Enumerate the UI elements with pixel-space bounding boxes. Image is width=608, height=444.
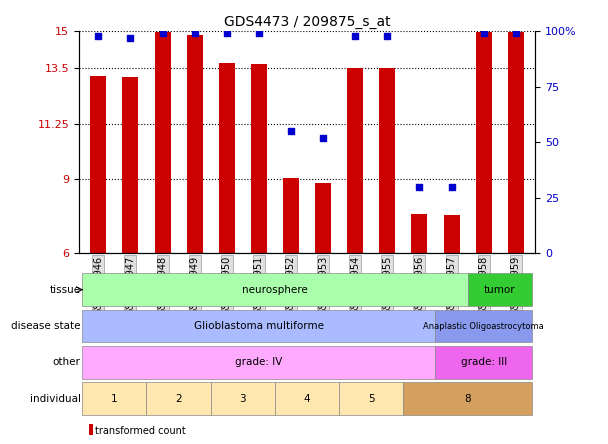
Text: Glioblastoma multiforme: Glioblastoma multiforme <box>194 321 324 331</box>
Text: transformed count: transformed count <box>95 427 186 436</box>
Point <box>157 30 167 37</box>
Bar <box>475 32 492 253</box>
FancyBboxPatch shape <box>403 382 532 415</box>
Bar <box>219 63 235 253</box>
Text: other: other <box>53 357 81 367</box>
Text: 3: 3 <box>240 394 246 404</box>
Point <box>511 30 520 37</box>
Text: grade: IV: grade: IV <box>235 357 283 367</box>
Point <box>222 30 232 37</box>
Bar <box>412 214 427 253</box>
Text: Anaplastic Oligoastrocytoma: Anaplastic Oligoastrocytoma <box>423 321 544 330</box>
Bar <box>187 35 202 253</box>
Bar <box>283 178 299 253</box>
Point <box>447 183 457 190</box>
Text: individual: individual <box>30 394 81 404</box>
Bar <box>154 32 171 253</box>
Text: grade: III: grade: III <box>460 357 507 367</box>
Point <box>286 127 296 135</box>
Point <box>190 30 199 37</box>
Bar <box>347 68 363 253</box>
Text: neurosphere: neurosphere <box>242 285 308 295</box>
Text: 2: 2 <box>175 394 182 404</box>
FancyBboxPatch shape <box>82 309 435 342</box>
Point <box>415 183 424 190</box>
Text: tissue: tissue <box>49 285 81 295</box>
Point <box>254 30 264 37</box>
Text: 5: 5 <box>368 394 375 404</box>
FancyBboxPatch shape <box>211 382 275 415</box>
FancyBboxPatch shape <box>275 382 339 415</box>
Text: disease state: disease state <box>11 321 81 331</box>
Bar <box>443 215 460 253</box>
Bar <box>251 64 267 253</box>
Point <box>126 34 136 41</box>
Text: 4: 4 <box>304 394 310 404</box>
Text: tumor: tumor <box>484 285 516 295</box>
FancyBboxPatch shape <box>435 309 532 342</box>
Bar <box>89 424 94 439</box>
Title: GDS4473 / 209875_s_at: GDS4473 / 209875_s_at <box>224 15 390 29</box>
Bar <box>508 32 524 253</box>
FancyBboxPatch shape <box>82 346 435 379</box>
FancyBboxPatch shape <box>82 274 468 306</box>
FancyBboxPatch shape <box>468 274 532 306</box>
Point <box>350 32 360 39</box>
Text: 8: 8 <box>465 394 471 404</box>
Bar <box>90 75 106 253</box>
FancyBboxPatch shape <box>82 382 147 415</box>
Bar <box>89 442 94 444</box>
Point <box>94 32 103 39</box>
FancyBboxPatch shape <box>339 382 403 415</box>
Point <box>318 134 328 141</box>
Point <box>478 30 488 37</box>
Point <box>382 32 392 39</box>
FancyBboxPatch shape <box>147 382 211 415</box>
Text: 1: 1 <box>111 394 118 404</box>
FancyBboxPatch shape <box>435 346 532 379</box>
Bar <box>379 68 395 253</box>
Bar <box>315 183 331 253</box>
Bar <box>122 77 139 253</box>
